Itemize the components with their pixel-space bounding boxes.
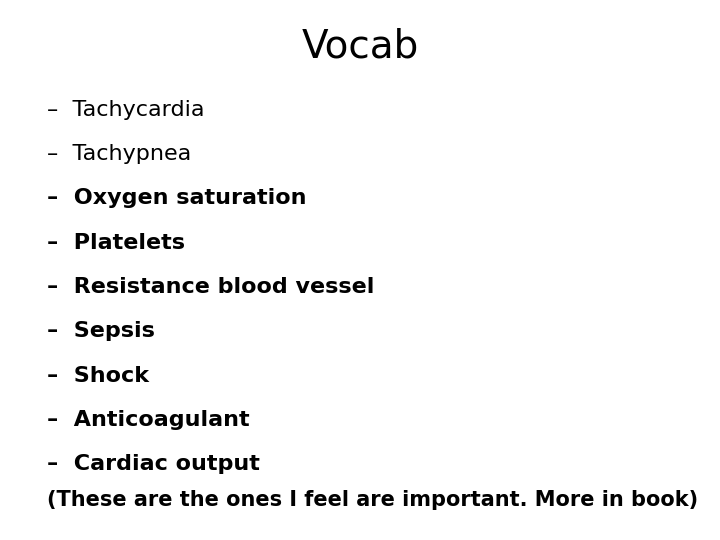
Text: –  Platelets: – Platelets	[47, 233, 185, 253]
Text: –  Cardiac output: – Cardiac output	[47, 454, 260, 474]
Text: (These are the ones I feel are important. More in book): (These are the ones I feel are important…	[47, 490, 698, 510]
Text: –  Shock: – Shock	[47, 366, 149, 386]
Text: –  Tachycardia: – Tachycardia	[47, 100, 204, 120]
Text: –  Sepsis: – Sepsis	[47, 321, 155, 341]
Text: Vocab: Vocab	[302, 27, 418, 65]
Text: –  Oxygen saturation: – Oxygen saturation	[47, 188, 306, 208]
Text: –  Resistance blood vessel: – Resistance blood vessel	[47, 277, 374, 297]
Text: –  Tachypnea: – Tachypnea	[47, 144, 191, 164]
Text: –  Anticoagulant: – Anticoagulant	[47, 410, 249, 430]
